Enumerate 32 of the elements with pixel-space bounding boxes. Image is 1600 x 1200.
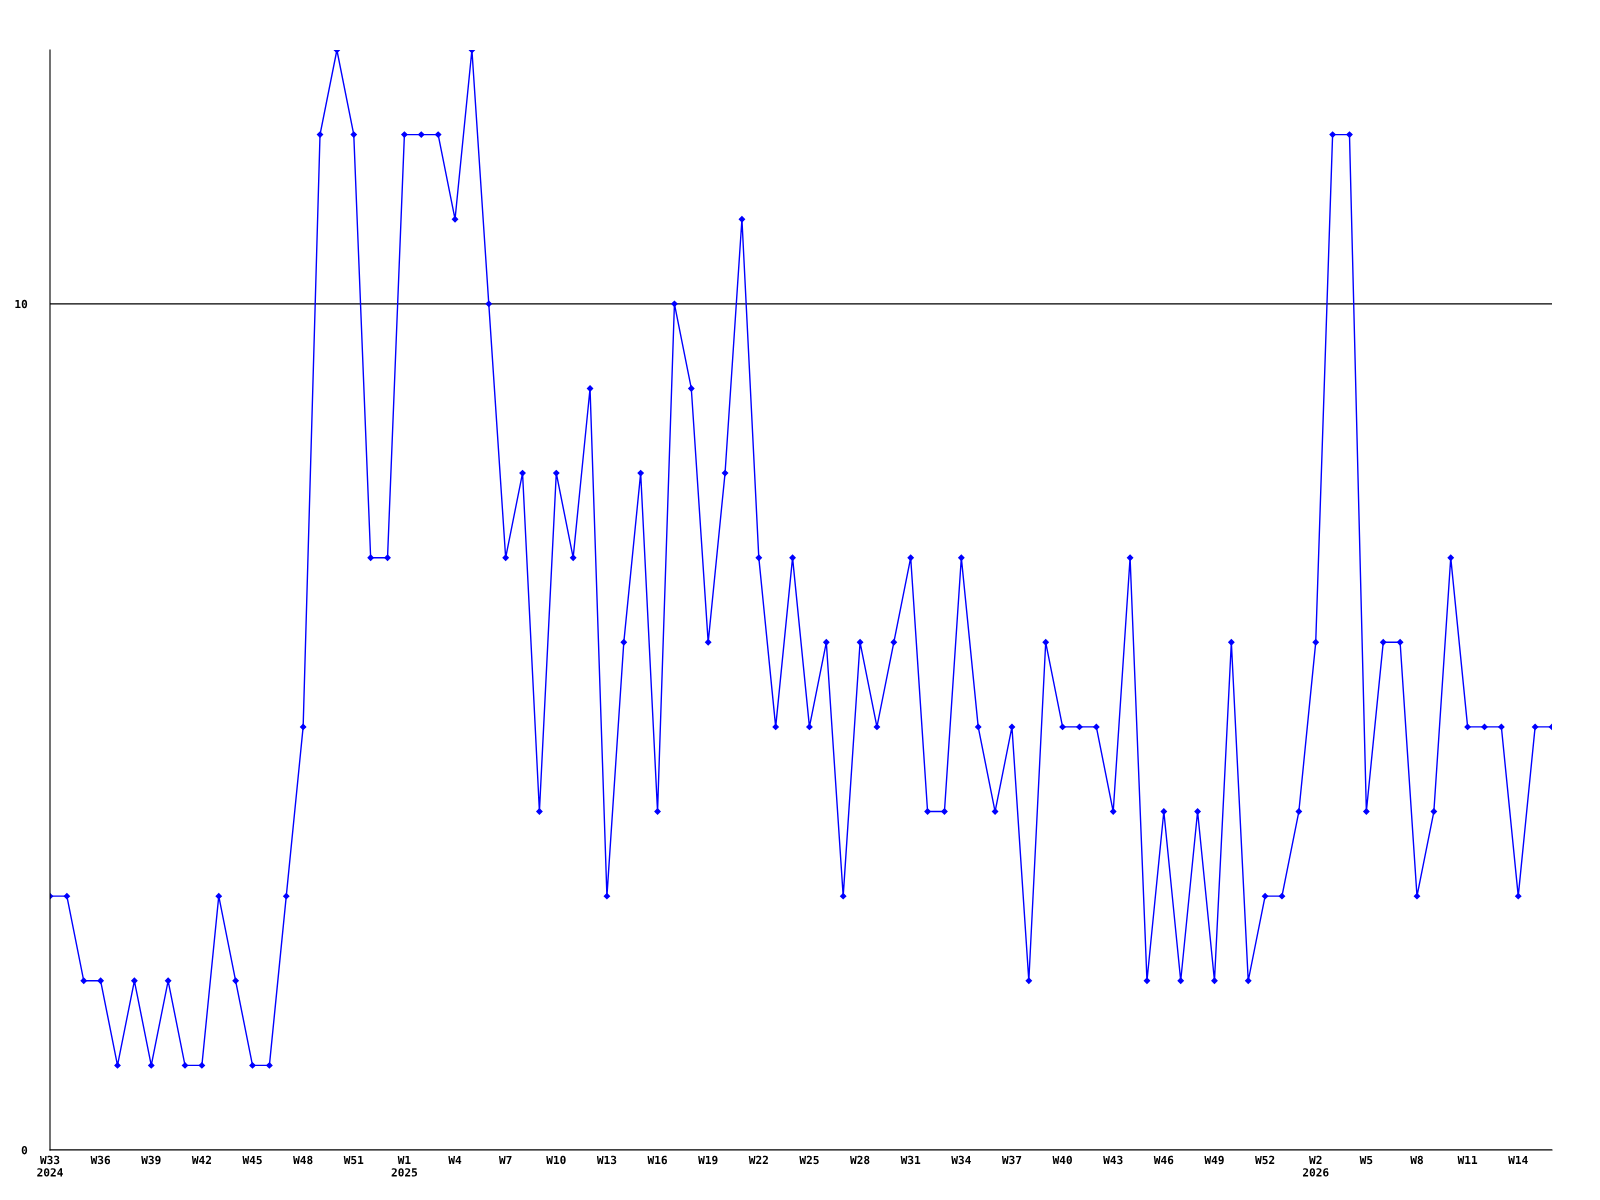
x-tick-label: W11 bbox=[1457, 1155, 1478, 1164]
x-tick-label: W7 bbox=[498, 1155, 512, 1164]
x-tick-label: W10 bbox=[546, 1155, 566, 1165]
x-tick-label: W28 bbox=[850, 1155, 870, 1165]
x-tick-label: W39 bbox=[141, 1155, 161, 1165]
y-tick-label: 0 bbox=[21, 1145, 28, 1155]
x-tick-label: W2 2026 bbox=[1302, 1155, 1329, 1177]
x-tick-label: W25 bbox=[799, 1155, 819, 1165]
x-tick-label: W8 bbox=[1410, 1155, 1423, 1165]
x-tick-label: W51 bbox=[343, 1155, 364, 1165]
x-tick-label: W43 bbox=[1103, 1155, 1123, 1165]
x-tick-label: W34 bbox=[951, 1155, 971, 1165]
x-tick-label: W31 bbox=[900, 1155, 921, 1165]
x-tick-label: W13 bbox=[596, 1155, 617, 1165]
y-tick-label: 10 bbox=[15, 299, 28, 309]
x-tick-label: W5 bbox=[1359, 1155, 1373, 1165]
x-tick-label: W40 bbox=[1052, 1155, 1072, 1165]
x-tick-label: W14 bbox=[1508, 1155, 1528, 1164]
x-tick-label: W45 bbox=[242, 1155, 262, 1165]
x-tick-label: W36 bbox=[90, 1155, 111, 1165]
x-tick-label: W19 bbox=[698, 1155, 718, 1165]
x-tick-label: W1 2025 bbox=[391, 1155, 418, 1177]
x-tick-label: W37 bbox=[1001, 1155, 1022, 1165]
x-tick-label: W4 bbox=[448, 1155, 462, 1164]
x-tick-label: W46 bbox=[1153, 1155, 1174, 1165]
x-tick-label: W48 bbox=[293, 1155, 313, 1165]
x-tick-label: W52 bbox=[1255, 1155, 1275, 1165]
x-tick-label: W16 bbox=[647, 1155, 667, 1165]
x-tick-label: W22 bbox=[748, 1155, 768, 1164]
x-tick-label: W42 bbox=[191, 1155, 211, 1164]
x-tick-label: W49 bbox=[1204, 1155, 1224, 1165]
x-tick-label: W33 2024 bbox=[37, 1155, 63, 1177]
